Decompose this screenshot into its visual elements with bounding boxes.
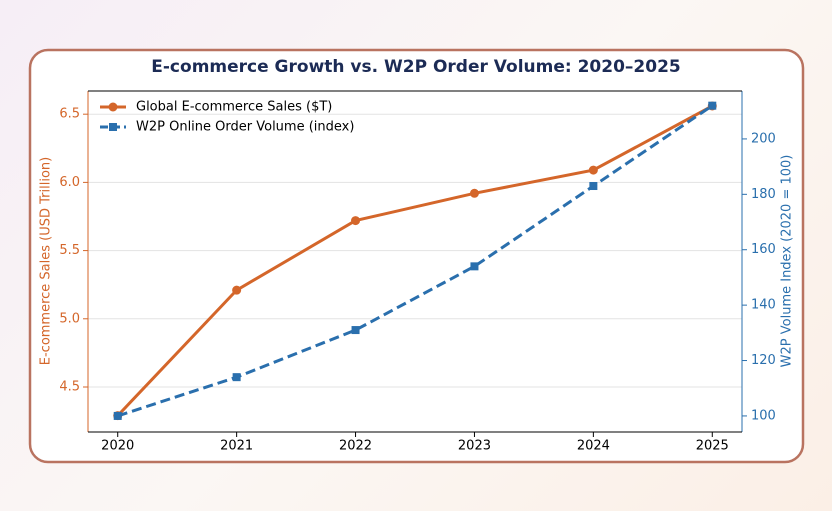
legend-marker <box>108 102 118 112</box>
marker <box>708 101 717 110</box>
y2-tick-label: 180 <box>751 187 776 202</box>
marker <box>351 216 361 226</box>
y2-tick-label: 200 <box>751 131 776 146</box>
y-tick-label: 6.0 <box>59 175 80 190</box>
marker <box>588 165 598 175</box>
x-tick-label: 2022 <box>339 439 372 454</box>
x-tick-label: 2025 <box>696 439 729 454</box>
y2-tick-label: 100 <box>751 408 776 423</box>
marker <box>469 188 479 198</box>
y2-tick-label: 120 <box>751 353 776 368</box>
x-tick-label: 2023 <box>458 439 491 454</box>
marker <box>351 326 360 335</box>
y-tick-label: 4.5 <box>59 379 80 394</box>
marker <box>113 411 122 420</box>
marker <box>589 182 598 191</box>
y2-tick-label: 160 <box>751 242 776 257</box>
marker <box>232 285 242 295</box>
y-tick-label: 5.5 <box>59 243 80 258</box>
chart-title: E-commerce Growth vs. W2P Order Volume: … <box>151 57 680 77</box>
y2-axis-label: W2P Volume Index (2020 = 100) <box>780 155 795 368</box>
x-tick-label: 2021 <box>220 439 253 454</box>
marker <box>232 373 241 382</box>
y-tick-label: 6.5 <box>59 107 80 122</box>
y-axis-label: E-commerce Sales (USD Trillion) <box>39 157 54 365</box>
y-tick-label: 5.0 <box>59 311 80 326</box>
legend-label: W2P Online Order Volume (index) <box>136 120 354 135</box>
x-tick-label: 2020 <box>101 439 134 454</box>
series-line <box>116 104 713 417</box>
y2-tick-label: 140 <box>751 298 776 313</box>
marker <box>470 262 479 271</box>
series-line <box>117 104 714 418</box>
legend-marker <box>109 123 117 131</box>
x-tick-label: 2024 <box>577 439 610 454</box>
card <box>28 48 805 464</box>
legend-label: Global E-commerce Sales ($T) <box>136 100 332 115</box>
